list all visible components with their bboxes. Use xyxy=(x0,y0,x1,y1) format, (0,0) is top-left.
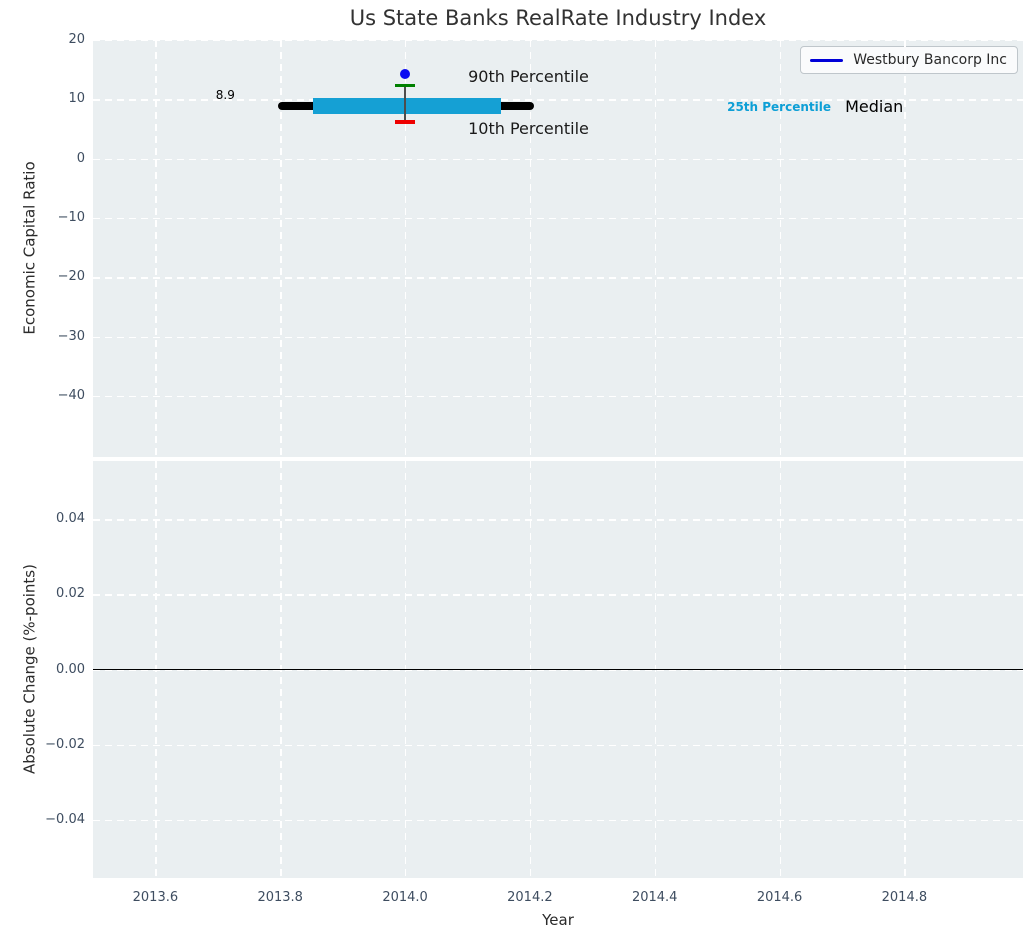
bottom-plot-area xyxy=(93,461,1023,878)
gridline xyxy=(93,395,1023,398)
top-plot-area: Westbury Bancorp Inc xyxy=(93,40,1023,457)
top-y-axis-label: Economic Capital Ratio xyxy=(20,161,39,335)
annotation-median-value-label: 8.9 xyxy=(215,88,235,103)
company-point xyxy=(400,69,411,80)
x-axis-label: Year xyxy=(542,911,574,929)
gridline xyxy=(93,336,1023,338)
error-bar-cap-10th xyxy=(395,120,416,124)
gridline xyxy=(93,819,1023,822)
gridline xyxy=(93,277,1023,279)
gridline xyxy=(93,99,1023,101)
legend-line-sample xyxy=(810,58,844,62)
y-tick-label: 20 xyxy=(68,32,85,47)
gridline xyxy=(280,40,282,457)
gridline xyxy=(529,40,532,457)
gridline xyxy=(93,158,1023,160)
gridline xyxy=(93,218,1023,220)
x-tick-label: 2014.8 xyxy=(881,890,928,905)
legend-label: Westbury Bancorp Inc xyxy=(853,52,1007,68)
y-tick-label: −40 xyxy=(57,387,85,403)
zero-line xyxy=(93,668,1023,671)
annotation-label-10th-percentile: 10th Percentile xyxy=(468,119,589,138)
y-tick-label: 0 xyxy=(76,150,85,166)
x-tick-label: 2013.6 xyxy=(132,890,179,905)
y-tick-label: 0.02 xyxy=(56,586,85,602)
annotation-label-median: Median xyxy=(845,96,904,116)
y-tick-label: −10 xyxy=(57,210,85,225)
legend: Westbury Bancorp Inc xyxy=(800,46,1018,74)
x-tick-label: 2014.2 xyxy=(507,890,553,905)
gridline xyxy=(904,40,906,457)
x-tick-label: 2013.8 xyxy=(257,890,303,905)
annotation-label-25th-percentile: 25th Percentile xyxy=(727,99,831,114)
percentile-band xyxy=(313,98,502,114)
y-tick-label: −0.02 xyxy=(45,736,85,752)
gridline xyxy=(93,744,1023,746)
y-tick-label: 0.04 xyxy=(56,511,85,527)
gridline xyxy=(93,594,1023,596)
x-tick-label: 2014.6 xyxy=(756,890,803,905)
y-tick-label: 10 xyxy=(68,91,85,107)
gridline xyxy=(779,40,781,457)
gridline xyxy=(93,519,1023,521)
chart-title: Us State Banks RealRate Industry Index xyxy=(349,6,767,30)
y-tick-label: 0.00 xyxy=(56,661,85,677)
x-tick-label: 2014.0 xyxy=(382,890,428,905)
error-bar-stem xyxy=(404,85,407,122)
annotation-label-90th-percentile: 90th Percentile xyxy=(468,67,589,87)
y-tick-label: −0.04 xyxy=(45,811,85,827)
error-bar-cap-90th xyxy=(395,83,416,88)
gridline xyxy=(93,40,1023,42)
x-tick-label: 2014.4 xyxy=(631,890,678,905)
y-tick-label: −20 xyxy=(57,269,85,285)
gridline xyxy=(654,40,657,457)
gridline xyxy=(155,40,157,457)
y-tick-label: −30 xyxy=(57,328,85,344)
gridline xyxy=(405,40,407,457)
